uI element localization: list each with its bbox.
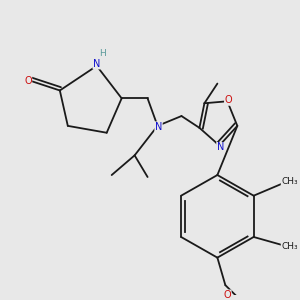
Text: CH₃: CH₃ xyxy=(281,177,298,186)
Text: H: H xyxy=(99,49,106,58)
Text: O: O xyxy=(224,95,232,105)
Text: N: N xyxy=(93,59,100,69)
Text: O: O xyxy=(224,290,231,300)
Text: O: O xyxy=(24,76,32,85)
Text: N: N xyxy=(155,122,162,132)
Text: N: N xyxy=(217,142,224,152)
Text: CH₃: CH₃ xyxy=(281,242,298,251)
